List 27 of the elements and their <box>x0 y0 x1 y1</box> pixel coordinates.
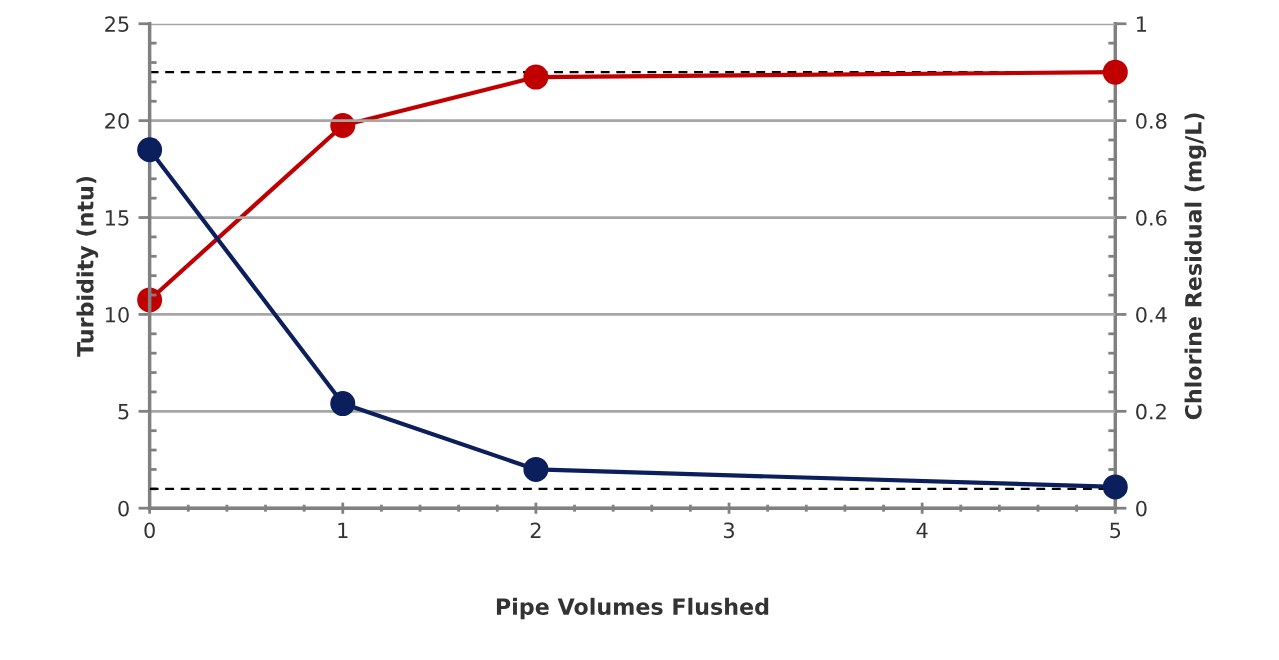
y2-tick-label: 0.6 <box>1136 209 1167 226</box>
y2-tick-label: 0.8 <box>1136 113 1167 129</box>
x-tick-label: 4 <box>916 522 928 538</box>
y-tick-label: 25 <box>105 16 129 32</box>
y2-tick-label: 0 <box>1136 500 1147 517</box>
y-tick-label: 5 <box>118 404 129 420</box>
point <box>137 137 163 163</box>
y-tick-label: 20 <box>105 113 129 129</box>
x-axis-title: Pipe Volumes Flushed <box>496 597 769 620</box>
x-tick-label: 0 <box>144 522 155 539</box>
y-tick-label: 0 <box>118 500 129 517</box>
y2-tick-label: 0.4 <box>1136 306 1167 323</box>
x-tick-label: 5 <box>1110 522 1121 539</box>
y2-tick-label: 0.2 <box>1136 403 1166 420</box>
y-tick-label: 15 <box>105 210 129 226</box>
y2-tick-label: 1 <box>1137 16 1147 32</box>
x-tick-label: 1 <box>338 522 348 538</box>
y-tick-label: 10 <box>105 306 129 323</box>
y2-axis-title: Chlorine Residual (mg/L) <box>1184 113 1207 420</box>
x-tick-label: 3 <box>723 522 734 539</box>
point <box>523 64 549 90</box>
point <box>1102 474 1128 500</box>
point <box>330 391 356 417</box>
point <box>1102 59 1128 85</box>
y-axis-title: Turbidity (ntu) <box>76 176 99 357</box>
point <box>523 456 549 482</box>
x-tick-label: 2 <box>530 522 541 538</box>
